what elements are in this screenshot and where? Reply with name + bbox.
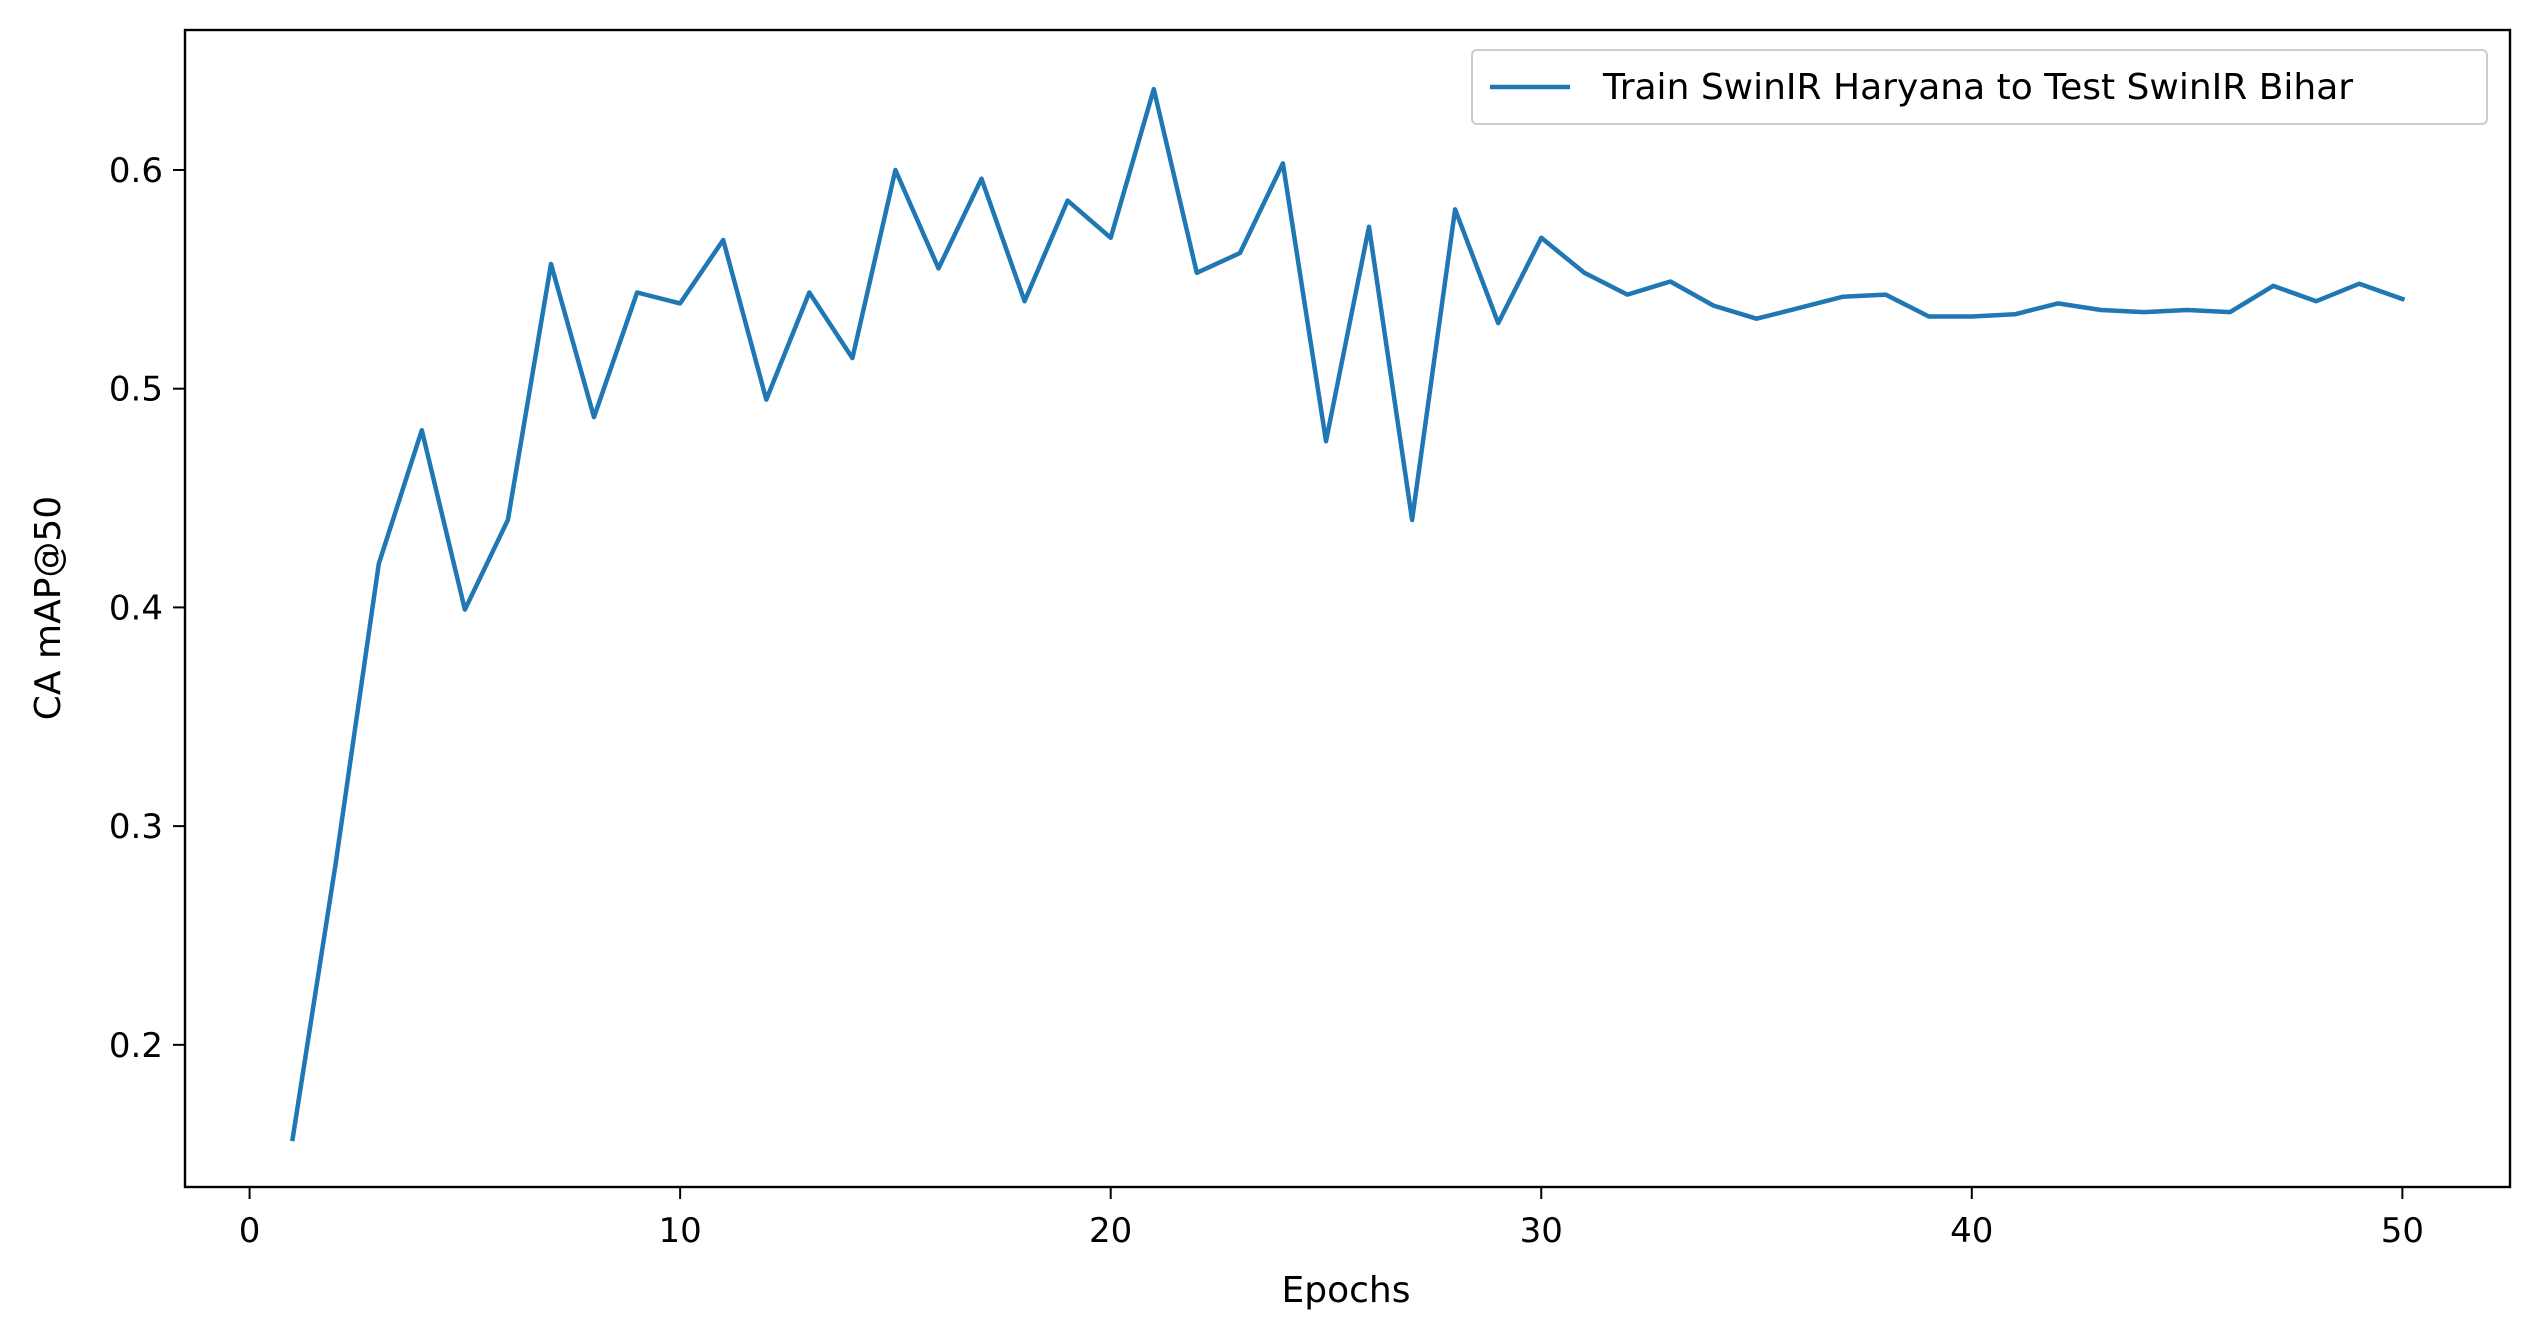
x-axis-title: Epochs — [1282, 1270, 1411, 1311]
y-tick-label: 0.5 — [109, 370, 163, 410]
legend: Train SwinIR Haryana to Test SwinIR Biha… — [1471, 49, 2488, 125]
y-tick-label: 0.6 — [109, 151, 163, 191]
plot-area — [290, 86, 2406, 1142]
legend-label: Train SwinIR Haryana to Test SwinIR Biha… — [1602, 67, 2353, 108]
axes-frame — [183, 28, 2512, 1189]
x-tick-label: 10 — [659, 1211, 702, 1251]
x-tick-label: 40 — [1950, 1211, 1993, 1251]
x-tick-label: 20 — [1089, 1211, 1132, 1251]
x-tick-label: 0 — [239, 1211, 261, 1251]
y-tick-label: 0.3 — [109, 807, 163, 847]
series-line-0 — [290, 86, 2406, 1142]
y-tick-label: 0.2 — [109, 1026, 163, 1066]
axis-ticks: 0 10 20 30 40 50 0.2 0.3 0.4 0.5 0.6 — [109, 151, 2424, 1251]
x-tick-label: 30 — [1520, 1211, 1563, 1251]
y-tick-label: 0.4 — [109, 588, 163, 628]
x-tick-label: 50 — [2381, 1211, 2424, 1251]
legend-box — [1471, 49, 2488, 125]
y-axis-title: CA mAP@50 — [28, 496, 69, 720]
